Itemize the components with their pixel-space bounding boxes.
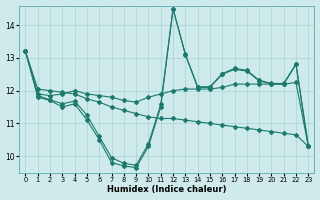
X-axis label: Humidex (Indice chaleur): Humidex (Indice chaleur) <box>107 185 227 194</box>
